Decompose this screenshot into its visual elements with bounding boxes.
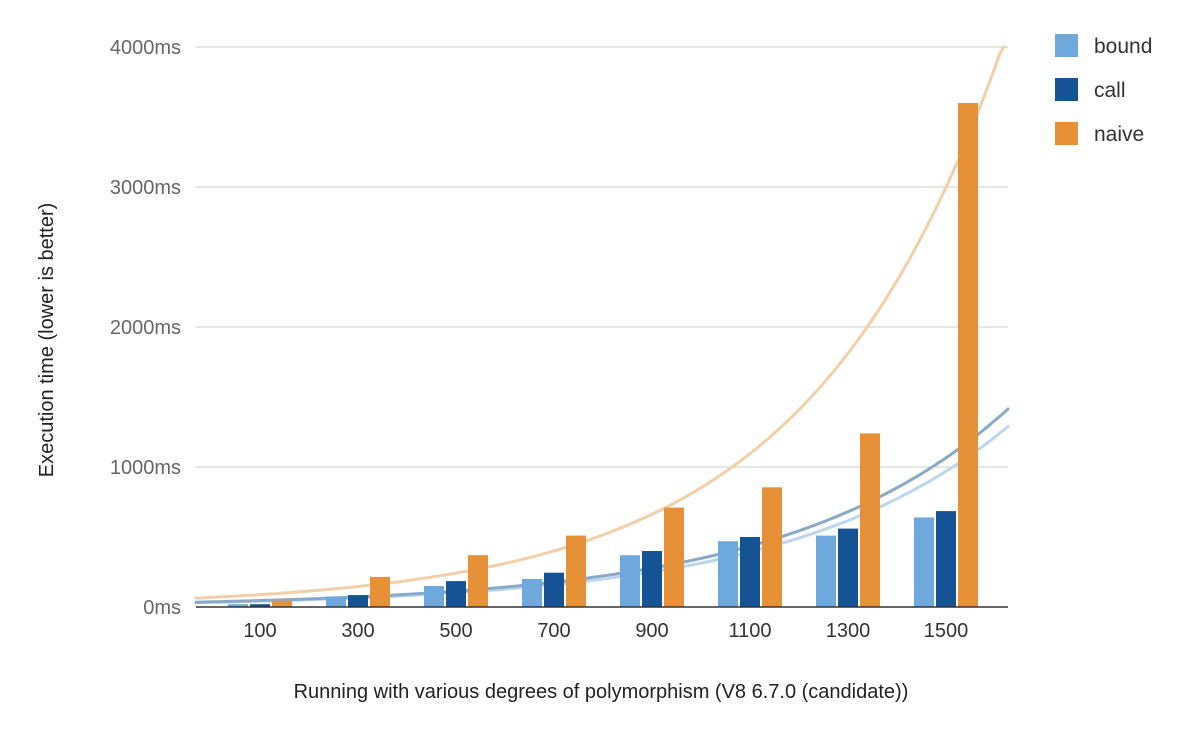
x-tick-label: 1500 (924, 620, 969, 642)
bars (228, 103, 978, 607)
y-tick-label: 0ms (143, 597, 181, 619)
trendlines (194, 45, 1010, 605)
bar-naive-700 (566, 535, 586, 607)
bar-call-1100 (740, 537, 760, 607)
y-tick-label: 3000ms (110, 177, 181, 199)
axes: 0ms 1000ms 2000ms 3000ms 4000ms 100 300 500 700 9… (110, 37, 1008, 642)
bar-call-1500 (936, 511, 956, 607)
bar-naive-100 (272, 600, 292, 607)
trendline-naive (194, 45, 1006, 600)
x-tick-label: 1300 (826, 620, 871, 642)
x-axis-title: Running with various degrees of polymorp… (294, 681, 909, 703)
bar-bound-500 (424, 586, 444, 607)
gridlines (196, 46, 1008, 468)
bar-bound-1100 (718, 541, 738, 607)
legend-label-naive: naive (1094, 123, 1144, 146)
bar-call-900 (642, 551, 662, 607)
bar-naive-1100 (762, 487, 782, 607)
legend-label-call: call (1094, 79, 1126, 102)
x-tick-label: 100 (243, 620, 276, 642)
bar-bound-1500 (914, 517, 934, 607)
bar-call-700 (544, 572, 564, 607)
y-tick-label: 1000ms (110, 457, 181, 479)
x-tick-label: 900 (635, 620, 668, 642)
y-axis-title: Execution time (lower is better) (36, 203, 58, 478)
bar-call-300 (348, 595, 368, 607)
bar-bound-300 (326, 596, 346, 607)
legend-swatch-naive (1055, 122, 1078, 145)
bar-naive-1300 (860, 433, 880, 607)
bar-bound-700 (522, 579, 542, 607)
legend: bound call naive (1055, 34, 1152, 146)
y-tick-label: 2000ms (110, 317, 181, 339)
legend-swatch-bound (1055, 34, 1078, 57)
bar-bound-100 (228, 604, 248, 607)
x-tick-label: 500 (439, 620, 472, 642)
bar-call-100 (250, 604, 270, 607)
x-tick-label: 300 (341, 620, 374, 642)
bar-naive-900 (664, 507, 684, 607)
bar-naive-300 (370, 576, 390, 607)
bar-naive-500 (468, 555, 488, 607)
bar-call-1300 (838, 528, 858, 607)
x-tick-label: 700 (537, 620, 570, 642)
y-tick-label: 4000ms (110, 37, 181, 59)
legend-label-bound: bound (1094, 35, 1152, 58)
bar-bound-900 (620, 555, 640, 607)
x-tick-label: 1100 (728, 620, 771, 642)
bar-naive-1500 (958, 103, 978, 607)
bar-call-500 (446, 581, 466, 607)
bar-bound-1300 (816, 535, 836, 607)
legend-swatch-call (1055, 78, 1078, 101)
